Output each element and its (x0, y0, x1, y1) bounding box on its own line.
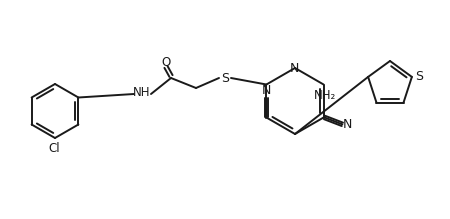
Text: S: S (415, 70, 423, 83)
Text: NH₂: NH₂ (314, 89, 336, 102)
Text: O: O (162, 57, 171, 69)
Text: N: N (262, 84, 271, 97)
Text: N: N (343, 118, 352, 131)
Text: N: N (289, 62, 299, 74)
Text: Cl: Cl (48, 141, 60, 154)
Text: NH: NH (133, 87, 151, 99)
Text: S: S (221, 71, 229, 85)
